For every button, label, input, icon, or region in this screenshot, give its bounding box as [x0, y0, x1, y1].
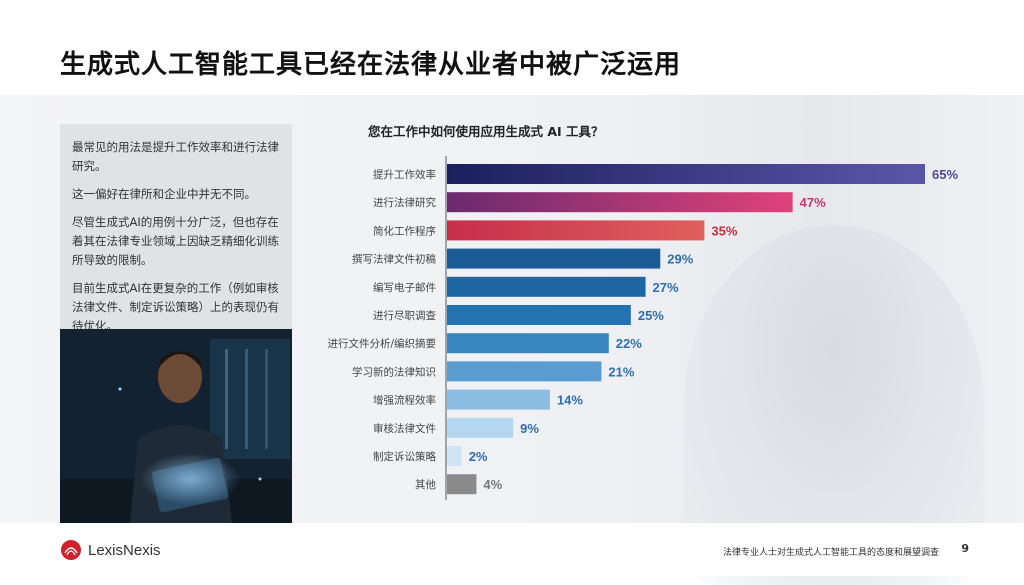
- sidebar-paragraph-2: 这一偏好在律所和企业中并无不同。: [72, 187, 256, 201]
- sidebar-paragraph-1: 最常见的用法是提升工作效率和进行法律研究。: [72, 140, 279, 173]
- photo-person-with-tablet: [60, 329, 292, 523]
- footer: [0, 523, 1024, 576]
- category-label-11: 制定诉讼策略: [373, 450, 436, 463]
- bar-7: [447, 333, 609, 354]
- value-label-7: 22%: [616, 336, 642, 351]
- category-label-9: 增强流程效率: [373, 394, 436, 407]
- page-number: 9: [961, 542, 969, 555]
- bar-6: [447, 305, 631, 325]
- value-label-10: 9%: [520, 421, 539, 436]
- value-label-4: 29%: [667, 252, 693, 267]
- bar-9: [447, 389, 550, 410]
- value-label-11: 2%: [469, 449, 488, 464]
- value-label-8: 21%: [608, 364, 634, 379]
- category-label-5: 编写电子邮件: [373, 281, 436, 294]
- value-label-12: 4%: [483, 477, 502, 492]
- bar-4: [447, 248, 661, 269]
- sidebar-text-panel: 最常见的用法是提升工作效率和进行法律研究。 这一偏好在律所和企业中并无不同。 尽…: [60, 124, 292, 333]
- category-label-2: 进行法律研究: [373, 196, 436, 209]
- category-label-1: 提升工作效率: [373, 168, 436, 181]
- bar-chart: 提升工作效率 65% 进行法律研究 47% 简化工作程序 35% 撰写法律文件初稿 29% 编写…: [327, 156, 958, 500]
- bar-10: [447, 417, 514, 438]
- category-label-8: 学习新的法律知识: [352, 365, 436, 378]
- category-label-4: 撰写法律文件初稿: [352, 253, 436, 266]
- bar-8: [447, 361, 602, 382]
- value-label-2: 47%: [800, 195, 826, 210]
- footer-report-title: 法律专业人士对生成式人工智能工具的态度和展望调查: [722, 548, 939, 558]
- value-label-6: 25%: [638, 308, 664, 323]
- chart-title: 您在工作中如何使用应用生成式 AI 工具？: [368, 124, 604, 139]
- page-title: 生成式人工智能工具已经在法律从业者中被广泛运用: [60, 50, 682, 80]
- bar-3: [447, 220, 705, 241]
- logo-icon: [61, 540, 81, 560]
- bar-1: [447, 164, 925, 184]
- sidebar-paragraph-4: 目前生成式AI在更复杂的工作（例如审核法律文件、制定诉讼策略）上的表现仍有待优化…: [72, 281, 279, 333]
- value-label-3: 35%: [711, 223, 737, 238]
- value-label-5: 27%: [653, 280, 679, 295]
- category-label-3: 简化工作程序: [373, 224, 436, 237]
- value-label-9: 14%: [557, 393, 583, 408]
- value-label-1: 65%: [932, 167, 958, 182]
- sidebar-paragraph-3: 尽管生成式AI的用例十分广泛，但也存在着其在法律专业领域上因缺乏精细化训练所导致…: [72, 215, 279, 267]
- bar-2: [447, 192, 793, 213]
- logo-text: LexisNexis: [88, 541, 161, 559]
- category-label-12: 其他: [415, 478, 436, 491]
- category-label-7: 进行文件分析/编织摘要: [327, 337, 436, 350]
- category-label-6: 进行尽职调查: [373, 309, 436, 322]
- bar-12: [447, 474, 477, 495]
- category-label-10: 审核法律文件: [373, 422, 436, 435]
- bar-5: [447, 276, 646, 297]
- lexisnexis-logo[interactable]: LexisNexis: [60, 539, 161, 561]
- bar-11: [447, 446, 462, 466]
